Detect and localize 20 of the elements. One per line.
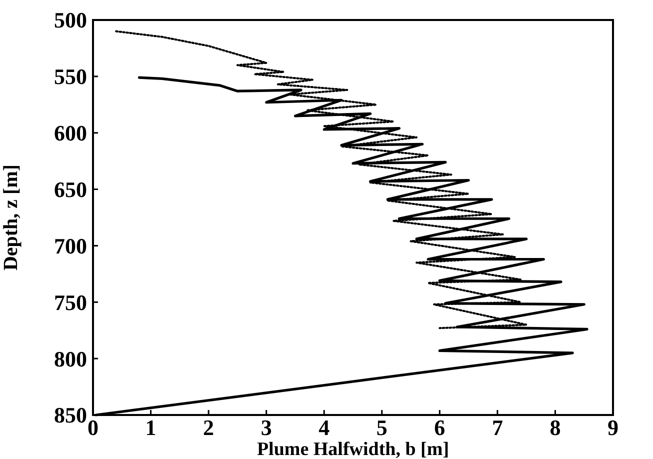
y-tick-label: 500 — [54, 8, 87, 33]
x-tick-label: 8 — [550, 415, 561, 440]
y-tick-label: 850 — [54, 402, 87, 428]
x-tick-label: 5 — [376, 415, 388, 440]
y-tick-label: 600 — [54, 120, 87, 146]
x-tick-label: 2 — [203, 415, 214, 440]
y-axis-title: Depth, z [m] — [0, 164, 22, 271]
x-tick-label: 7 — [492, 415, 503, 440]
y-tick-label: 750 — [54, 290, 87, 315]
y-tick-label: 700 — [54, 233, 87, 258]
x-tick-label: 9 — [608, 415, 618, 440]
y-tick-label: 800 — [54, 346, 87, 372]
x-axis-title: Plume Halfwidth, b [m] — [256, 439, 450, 459]
x-tick-label: 6 — [434, 415, 446, 440]
x-tick-label: 4 — [318, 415, 330, 440]
x-tick-label: 3 — [260, 415, 272, 440]
x-tick-label: 1 — [145, 415, 156, 440]
x-tick-label: 0 — [88, 415, 98, 440]
y-tick-label: 550 — [54, 64, 87, 90]
y-tick-label: 650 — [54, 176, 87, 202]
